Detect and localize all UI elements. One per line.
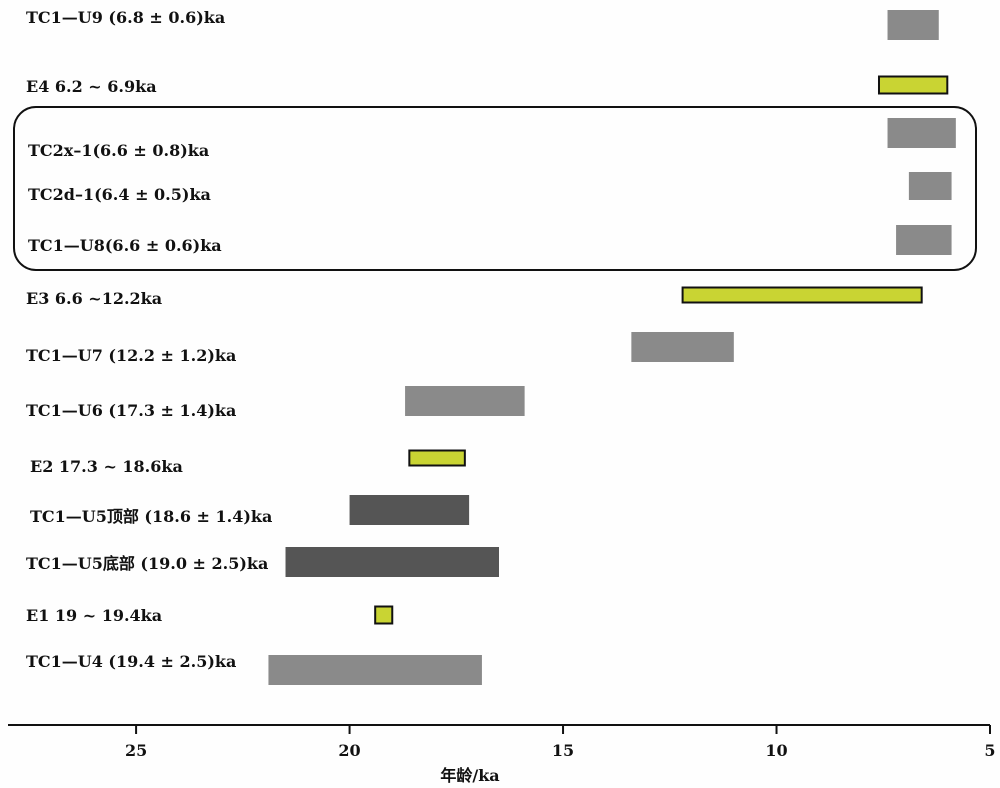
- dating-bar: [285, 547, 499, 577]
- dating-bar: [405, 386, 525, 416]
- dating-bar: [887, 10, 939, 40]
- x-tick-label: 15: [552, 741, 574, 760]
- event-bar: [681, 286, 923, 304]
- row-label: E2 17.3 ~ 18.6ka: [30, 457, 183, 476]
- row-label: E4 6.2 ~ 6.9ka: [26, 77, 157, 96]
- x-tick-label: 20: [338, 741, 360, 760]
- row-label: E3 6.6 ~12.2ka: [26, 289, 162, 308]
- dating-bar: [268, 655, 482, 685]
- dating-bar: [631, 332, 734, 362]
- event-bar: [408, 449, 466, 467]
- row-label: TC1—U7 (12.2 ± 1.2)ka: [26, 346, 236, 365]
- row-label: TC2x–1(6.6 ± 0.8)ka: [28, 141, 209, 160]
- x-tick-label: 10: [765, 741, 787, 760]
- dating-bar: [908, 172, 952, 200]
- dating-bar: [896, 225, 952, 255]
- row-label: E1 19 ~ 19.4ka: [26, 606, 162, 625]
- bars-layer: [268, 10, 956, 685]
- x-tick-label: 5: [984, 741, 995, 760]
- event-bar: [374, 605, 394, 625]
- dating-bar: [349, 495, 470, 525]
- row-label: TC1—U9 (6.8 ± 0.6)ka: [26, 8, 225, 27]
- x-tick-label: 25: [125, 741, 147, 760]
- row-label: TC1—U6 (17.3 ± 1.4)ka: [26, 401, 236, 420]
- x-axis-title: 年龄/ka: [440, 766, 499, 785]
- row-label: TC1—U5顶部 (18.6 ± 1.4)ka: [30, 507, 272, 526]
- event-bar: [877, 75, 949, 95]
- row-label: TC1—U4 (19.4 ± 2.5)ka: [26, 652, 236, 671]
- row-label: TC2d–1(6.4 ± 0.5)ka: [28, 185, 211, 204]
- dating-bar: [887, 118, 956, 148]
- row-label: TC1—U5底部 (19.0 ± 2.5)ka: [26, 554, 268, 573]
- highlight-group-box: [13, 106, 977, 271]
- row-labels-layer: TC1—U9 (6.8 ± 0.6)ka E4 6.2 ~ 6.9ka TC2x–1…: [26, 8, 272, 671]
- x-axis-ticks: 25 20 15 10 5: [125, 725, 996, 760]
- row-label: TC1—U8(6.6 ± 0.6)ka: [28, 236, 222, 255]
